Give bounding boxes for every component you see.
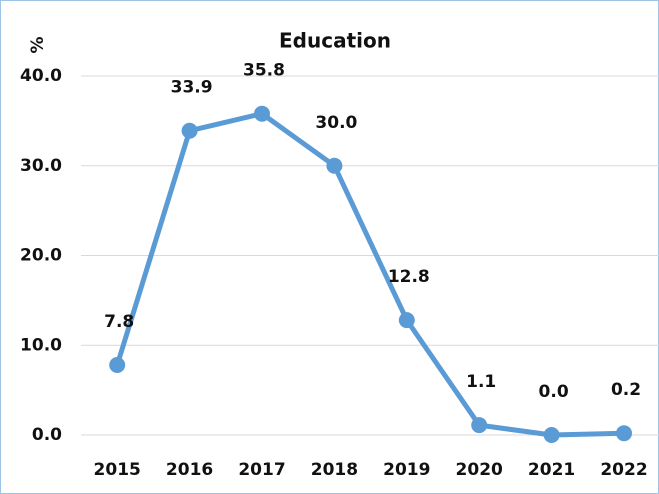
y-tick-label: 10.0 (20, 335, 62, 355)
chart-title: Education (279, 29, 391, 53)
y-tick-label: 0.0 (32, 425, 62, 445)
x-tick-label: 2019 (383, 460, 430, 480)
data-point (326, 157, 343, 174)
y-axis-label: % (28, 36, 48, 53)
x-tick-label: 2020 (456, 460, 503, 480)
data-label: 7.8 (104, 312, 134, 332)
x-tick-label: 2016 (166, 460, 213, 480)
data-label: 35.8 (243, 61, 285, 81)
data-line (114, 111, 625, 438)
data-point (398, 312, 415, 329)
data-point (181, 122, 198, 139)
data-point (616, 425, 632, 442)
data-label: 12.8 (388, 267, 430, 287)
x-tick-label: 2017 (238, 460, 285, 480)
y-tick-label: 20.0 (20, 246, 62, 266)
data-label: 1.1 (466, 372, 496, 392)
x-tick-label: 2022 (600, 460, 647, 480)
data-point (109, 356, 126, 373)
y-tick-label: 40.0 (20, 66, 62, 86)
data-label: 33.9 (171, 78, 213, 98)
data-label: 30.0 (315, 113, 357, 133)
x-tick-label: 2021 (528, 460, 575, 480)
data-label: 0.0 (539, 382, 569, 402)
data-label: 0.2 (611, 380, 641, 400)
y-tick-label: 30.0 (20, 156, 62, 176)
data-point (254, 105, 270, 122)
data-point (471, 417, 488, 434)
x-tick-label: 2015 (94, 460, 141, 480)
data-point (543, 427, 560, 443)
x-tick-label: 2018 (311, 460, 358, 480)
